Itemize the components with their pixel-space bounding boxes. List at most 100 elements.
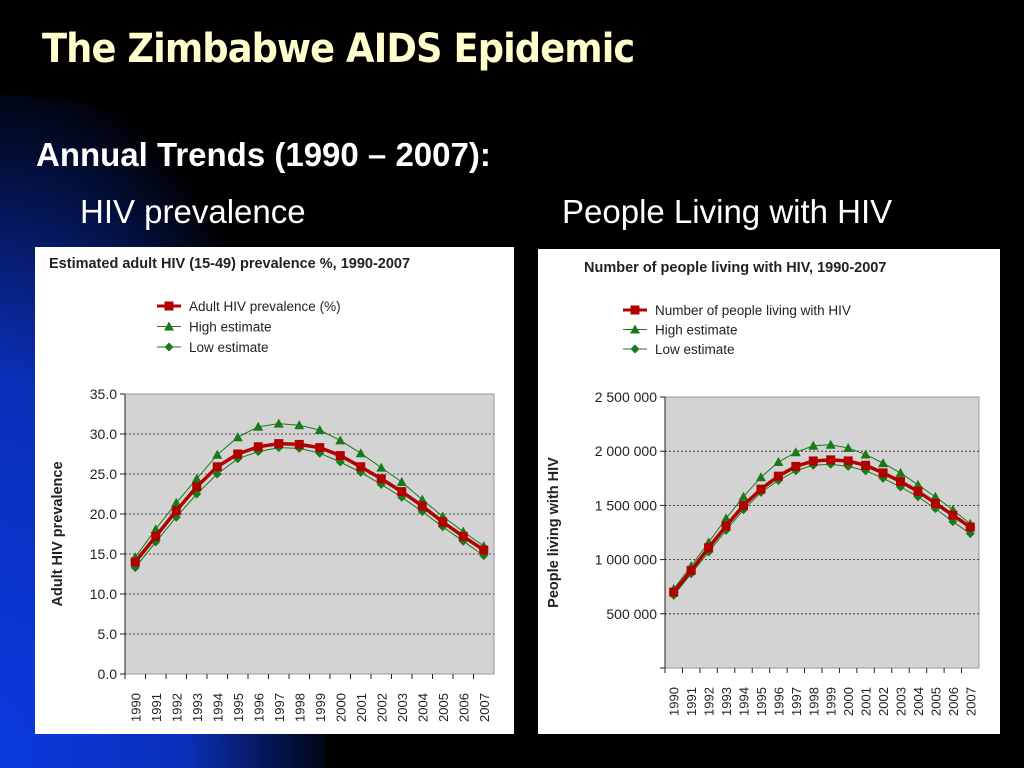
data-point [704, 543, 714, 553]
people-living-chart-panel: Number of people living with HIV, 1990-2… [538, 249, 1000, 734]
x-tick-label: 2007 [477, 693, 492, 722]
x-tick-label: 1998 [806, 687, 821, 716]
y-axis-label: Adult HIV prevalence [50, 461, 66, 606]
data-point [739, 500, 748, 510]
data-point [171, 506, 181, 516]
data-point [895, 467, 906, 477]
data-point [790, 447, 801, 457]
people-living-chart: Number of people living with HIV, 1990-2… [546, 260, 980, 716]
x-tick-label: 1999 [313, 693, 328, 722]
data-point [878, 468, 888, 478]
x-tick-label: 2007 [963, 687, 978, 716]
data-point [686, 565, 696, 575]
x-tick-label: 2005 [928, 687, 943, 716]
x-tick-label: 1998 [292, 693, 307, 722]
data-point [233, 449, 243, 459]
data-point [948, 510, 958, 520]
data-point [356, 462, 366, 472]
legend-item: Low estimate [157, 340, 269, 355]
x-tick-label: 1999 [824, 687, 839, 716]
y-tick-label: 0.0 [98, 666, 118, 682]
data-point [808, 456, 818, 466]
data-point [669, 587, 679, 597]
plot-area [124, 393, 495, 675]
plot-area [664, 396, 980, 669]
data-point [479, 551, 489, 561]
data-point [930, 498, 940, 508]
data-point [860, 449, 871, 459]
data-point [479, 545, 489, 555]
y-axis-label: People living with HIV [546, 457, 562, 608]
legend-marker [630, 305, 640, 315]
x-tick-label: 1995 [754, 687, 769, 716]
legend-label: High estimate [189, 320, 272, 335]
x-tick-label: 1994 [210, 693, 225, 722]
data-point [355, 448, 366, 458]
prevalence-chart: Estimated adult HIV (15-49) prevalence %… [49, 256, 495, 722]
legend-item: Number of people living with HIV [623, 303, 851, 318]
data-point [212, 449, 223, 459]
x-tick-label: 2001 [859, 687, 874, 716]
data-point [930, 491, 941, 501]
slide-subtitle: Annual Trends (1990 – 2007): [36, 136, 491, 173]
x-tick-label: 1990 [128, 693, 143, 722]
legend-marker [630, 324, 640, 334]
x-tick-label: 2006 [456, 693, 471, 722]
data-point [738, 491, 749, 501]
data-point [878, 458, 889, 468]
legend-marker [164, 342, 174, 352]
data-point [274, 439, 284, 449]
x-tick-label: 1993 [719, 687, 734, 716]
legend-marker [164, 301, 174, 311]
y-tick-label: 500 000 [606, 606, 657, 622]
data-point [756, 484, 766, 494]
data-point [376, 474, 386, 484]
x-tick-label: 1992 [702, 687, 717, 716]
prevalence-chart-panel: Estimated adult HIV (15-49) prevalence %… [35, 247, 514, 734]
x-tick-label: 1996 [771, 687, 786, 716]
data-point [755, 472, 766, 482]
legend-label: Low estimate [189, 340, 269, 355]
data-point [912, 479, 923, 489]
data-point [878, 473, 888, 483]
data-point [192, 482, 202, 492]
legend-label: Number of people living with HIV [655, 303, 851, 318]
x-tick-label: 1996 [251, 693, 266, 722]
x-tick-label: 2003 [395, 693, 410, 722]
data-point [212, 462, 222, 472]
data-point [396, 477, 407, 486]
x-tick-label: 2002 [876, 687, 891, 716]
x-tick-label: 1990 [667, 687, 682, 716]
x-tick-label: 2000 [841, 687, 856, 716]
data-point [253, 442, 263, 452]
data-point [315, 443, 325, 453]
data-point [253, 421, 264, 431]
data-point [397, 487, 407, 497]
data-point [808, 440, 819, 450]
data-point [791, 461, 801, 471]
data-point [896, 477, 905, 487]
data-point [417, 494, 428, 504]
data-point [376, 462, 387, 472]
slide-title: The Zimbabwe AIDS Epidemic [42, 26, 635, 72]
y-tick-label: 10.0 [90, 586, 117, 602]
legend-label: Adult HIV prevalence (%) [189, 299, 341, 314]
data-point [825, 439, 836, 449]
x-tick-label: 2003 [894, 687, 909, 716]
data-point [861, 460, 871, 470]
data-point [212, 469, 222, 479]
y-tick-label: 15.0 [90, 546, 117, 562]
data-point [826, 455, 836, 465]
data-point [417, 501, 427, 511]
data-point [151, 531, 161, 541]
x-tick-label: 1994 [737, 687, 752, 716]
data-point [843, 456, 853, 466]
data-point [233, 454, 243, 464]
x-tick-label: 2004 [911, 687, 926, 716]
data-point [314, 425, 325, 434]
data-point [232, 432, 243, 442]
data-point [294, 439, 304, 449]
y-tick-label: 1 500 000 [595, 497, 657, 513]
data-point [335, 451, 345, 461]
legend-marker [164, 321, 174, 331]
